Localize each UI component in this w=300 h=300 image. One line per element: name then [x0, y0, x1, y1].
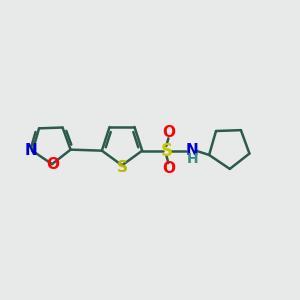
Text: O: O [46, 157, 59, 172]
Text: H: H [187, 152, 199, 167]
Text: N: N [25, 143, 38, 158]
Text: S: S [160, 142, 172, 160]
Text: N: N [186, 143, 199, 158]
Text: O: O [163, 161, 176, 176]
Text: S: S [116, 160, 128, 175]
Text: O: O [163, 125, 176, 140]
